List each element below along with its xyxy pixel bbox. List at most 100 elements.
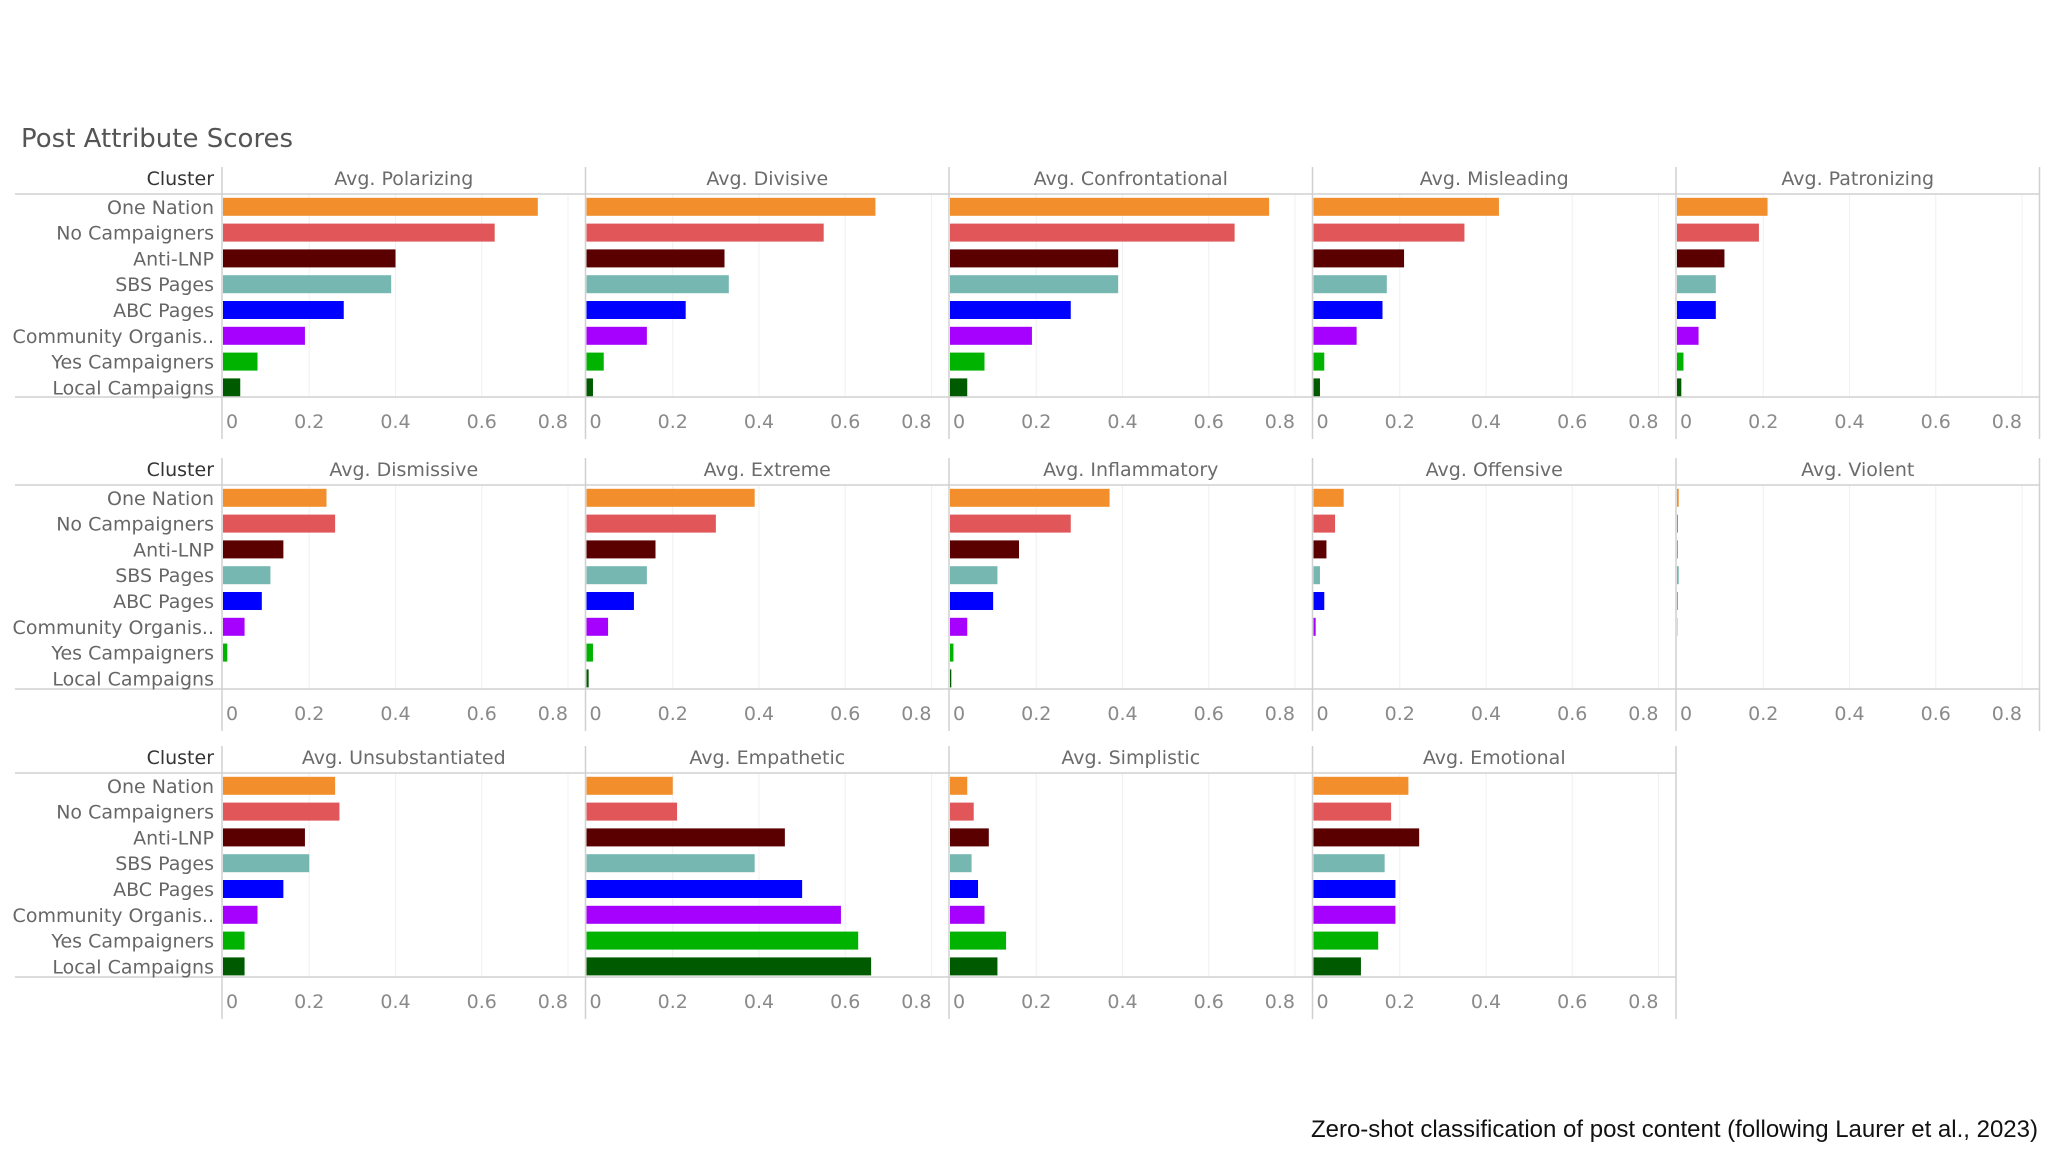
tick-label: 0.6 bbox=[467, 703, 497, 725]
bar-yes-campaigners bbox=[223, 643, 228, 662]
bar-anti-lnp bbox=[1313, 828, 1420, 847]
tick-label: 0.4 bbox=[1471, 991, 1501, 1013]
bar-one-nation bbox=[950, 197, 1270, 216]
tick-label: 0.4 bbox=[1107, 703, 1137, 725]
panel-avg-violent: Avg. Violent 0 0.2 0.4 0.6 0.8 bbox=[1675, 458, 2023, 731]
category-label: Yes Campaigners bbox=[50, 352, 214, 374]
category-label: Local Campaigns bbox=[52, 956, 214, 978]
bar-abc-pages bbox=[1313, 301, 1383, 319]
tick-label: 0.8 bbox=[1628, 411, 1658, 433]
bar-anti-lnp bbox=[950, 828, 989, 847]
bar-one-nation bbox=[950, 776, 968, 795]
panel-title: Avg. Dismissive bbox=[329, 459, 478, 481]
tick-label: 0.8 bbox=[1265, 411, 1295, 433]
bar-sbs-pages bbox=[1677, 275, 1716, 294]
bar-local-campaigns bbox=[950, 957, 998, 976]
bar-community-organis bbox=[950, 617, 968, 636]
category-label: Yes Campaigners bbox=[50, 931, 214, 953]
bar-one-nation bbox=[1313, 488, 1344, 507]
tick-label: 0 bbox=[1317, 411, 1329, 433]
tick-label: 0.4 bbox=[380, 411, 410, 433]
row-3: Cluster One Nation No Campaigners Anti-LNP S… bbox=[13, 746, 1677, 1019]
bar-yes-campaigners bbox=[223, 352, 258, 371]
bar-abc-pages bbox=[950, 301, 1071, 319]
panel-title: Avg. Extreme bbox=[704, 459, 831, 481]
bar-community-organis bbox=[1313, 617, 1316, 636]
bar-one-nation bbox=[1677, 197, 1768, 216]
bar-abc-pages bbox=[1313, 880, 1396, 898]
bar-sbs-pages bbox=[1313, 566, 1320, 585]
bar-community-organis bbox=[223, 905, 258, 924]
bar-sbs-pages bbox=[223, 854, 310, 873]
bar-anti-lnp bbox=[223, 249, 396, 268]
tick-label: 0.2 bbox=[1385, 703, 1415, 725]
tick-label: 0.8 bbox=[1628, 703, 1658, 725]
bar-no-campaigners bbox=[223, 223, 495, 242]
bar-community-organis bbox=[950, 326, 1032, 345]
bar-sbs-pages bbox=[1677, 566, 1679, 585]
bar-community-organis bbox=[950, 905, 985, 924]
tick-label: 0.8 bbox=[901, 703, 931, 725]
bar-sbs-pages bbox=[223, 275, 392, 294]
bar-community-organis bbox=[1313, 905, 1396, 924]
tick-label: 0.8 bbox=[1265, 991, 1295, 1013]
tick-label: 0 bbox=[226, 411, 238, 433]
panel-title: Avg. Violent bbox=[1801, 459, 1914, 481]
tick-label: 0.2 bbox=[658, 703, 688, 725]
tick-label: 0.4 bbox=[744, 703, 774, 725]
bar-no-campaigners bbox=[586, 514, 716, 533]
panel-title: Avg. Unsubstantiated bbox=[302, 747, 506, 769]
tick-label: 0 bbox=[953, 703, 965, 725]
bar-yes-campaigners bbox=[1313, 931, 1379, 950]
tick-label: 0.6 bbox=[1194, 411, 1224, 433]
tick-label: 0.6 bbox=[1557, 991, 1587, 1013]
bar-abc-pages bbox=[223, 592, 262, 610]
category-label: Community Organis.. bbox=[13, 617, 214, 639]
bar-sbs-pages bbox=[950, 275, 1119, 294]
bar-local-campaigns bbox=[586, 957, 872, 976]
bar-no-campaigners bbox=[950, 514, 1071, 533]
category-label: ABC Pages bbox=[113, 879, 214, 901]
panel-title: Avg. Divisive bbox=[706, 168, 828, 190]
bar-one-nation bbox=[223, 776, 336, 795]
tick-label: 0.6 bbox=[830, 703, 860, 725]
tick-label: 0.4 bbox=[1107, 411, 1137, 433]
bar-local-campaigns bbox=[223, 957, 245, 976]
panel-avg-unsubstantiated: Avg. Unsubstantiated 0 0.2 0.4 0.6 0.8 bbox=[221, 746, 569, 1019]
bar-no-campaigners bbox=[1677, 223, 1759, 242]
bar-no-campaigners bbox=[1313, 223, 1465, 242]
category-label: Community Organis.. bbox=[13, 326, 214, 348]
tick-label: 0.6 bbox=[467, 991, 497, 1013]
tick-label: 0.8 bbox=[538, 703, 568, 725]
chart-title: Post Attribute Scores bbox=[21, 124, 293, 154]
tick-label: 0.2 bbox=[1748, 703, 1778, 725]
bar-sbs-pages bbox=[950, 566, 998, 585]
panel-avg-confrontational: Avg. Confrontational 0 0.2 0.4 0.6 0.8 bbox=[948, 167, 1296, 439]
panel-avg-divisive: Avg. Divisive 0 0.2 0.4 0.6 0.8 bbox=[584, 167, 932, 439]
panel-title: Avg. Confrontational bbox=[1034, 168, 1228, 190]
tick-label: 0.2 bbox=[1385, 411, 1415, 433]
bar-community-organis bbox=[586, 326, 647, 345]
category-label: SBS Pages bbox=[115, 274, 214, 296]
panel-avg-polarizing: Avg. Polarizing 0 0.2 0.4 0.6 0.8 bbox=[221, 167, 569, 439]
bar-sbs-pages bbox=[586, 566, 647, 585]
bar-abc-pages bbox=[1313, 592, 1325, 610]
tick-label: 0.2 bbox=[1021, 411, 1051, 433]
tick-label: 0 bbox=[1317, 991, 1329, 1013]
category-label: Yes Campaigners bbox=[50, 643, 214, 665]
row-2: Cluster One Nation No Campaigners Anti-LNP S… bbox=[13, 458, 2041, 731]
panel-avg-patronizing: Avg. Patronizing 0 0.2 0.4 0.6 0.8 bbox=[1675, 167, 2023, 439]
tick-label: 0.6 bbox=[1194, 703, 1224, 725]
bar-anti-lnp bbox=[1677, 249, 1725, 268]
tick-label: 0.8 bbox=[1992, 703, 2022, 725]
tick-label: 0.2 bbox=[658, 991, 688, 1013]
tick-label: 0.6 bbox=[1557, 411, 1587, 433]
bar-no-campaigners bbox=[223, 514, 336, 533]
panel-avg-emotional: Avg. Emotional 0 0.2 0.4 0.6 0.8 bbox=[1311, 746, 1659, 1019]
bar-no-campaigners bbox=[950, 802, 974, 821]
bar-one-nation bbox=[1677, 488, 1679, 507]
bar-anti-lnp bbox=[950, 249, 1119, 268]
panel-avg-simplistic: Avg. Simplistic 0 0.2 0.4 0.6 0.8 bbox=[948, 746, 1296, 1019]
tick-label: 0 bbox=[953, 411, 965, 433]
